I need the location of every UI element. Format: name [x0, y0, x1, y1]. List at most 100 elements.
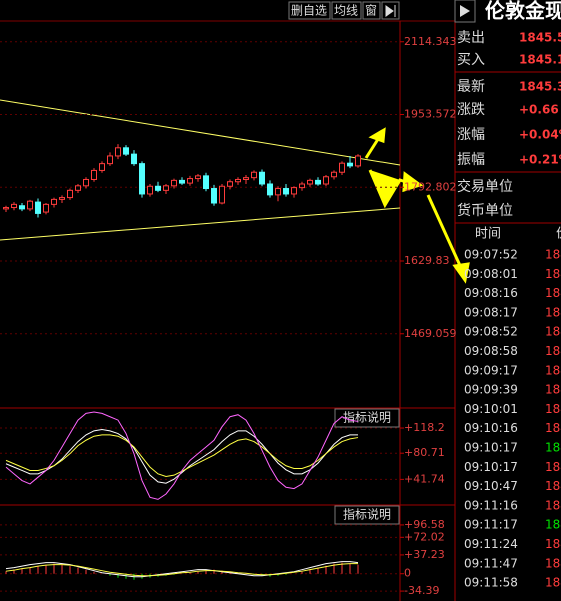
candle-body	[243, 177, 249, 180]
tick-price: 1845.3	[545, 498, 561, 512]
candle-body	[339, 162, 345, 173]
toolbar-button[interactable]	[362, 1, 381, 20]
candle-body	[3, 207, 9, 210]
toolbar-label[interactable]: 删自选	[291, 4, 327, 18]
tick-time: 09:10:01	[464, 402, 518, 416]
tick-price: 1845.3	[545, 421, 561, 435]
y-tick-label: 1469.059	[404, 327, 457, 340]
tick-time: 09:09:39	[464, 383, 518, 397]
quote-label: 振幅	[457, 152, 485, 168]
tick-price: 1845.3	[545, 363, 561, 377]
y-tick-label: +80.71	[404, 446, 445, 459]
tick-time: 09:08:17	[464, 305, 518, 319]
tick-time: 09:09:17	[464, 363, 518, 377]
tick-time: 09:11:24	[464, 537, 518, 551]
arrow-head	[402, 171, 424, 193]
candle-body	[299, 183, 305, 189]
indicator-button-label[interactable]: 指标说明	[343, 410, 391, 425]
tick-time: 09:11:17	[464, 518, 518, 532]
quote-value: 1845.32	[519, 80, 561, 94]
candle-body	[83, 178, 89, 187]
candle-body	[35, 201, 41, 214]
quote-label: 最新	[457, 79, 485, 95]
instrument-title: 伦敦金现	[485, 0, 561, 23]
tick-price: 1845.4	[545, 344, 561, 358]
y-tick-label: 1953.572	[404, 108, 457, 121]
tick-header: 价格	[556, 226, 561, 242]
tick-price: 1845.1	[545, 460, 561, 474]
panel-icon-glyph	[460, 5, 470, 17]
quote-label: 货币单位	[457, 202, 513, 219]
indicator-button[interactable]	[334, 505, 400, 525]
candle-body	[43, 203, 49, 213]
candle-body	[123, 147, 129, 155]
candle-body	[315, 179, 321, 185]
candle-body	[251, 171, 257, 179]
candle-body	[347, 162, 353, 167]
tick-time: 09:11:16	[464, 498, 518, 512]
candle-body	[235, 178, 241, 183]
candle-body	[91, 169, 97, 180]
tick-time: 09:11:58	[464, 576, 518, 590]
candle-body	[227, 181, 233, 187]
candle-body	[75, 185, 81, 191]
indicator-line	[5, 428, 358, 484]
y-tick-label: 1629.83	[404, 254, 450, 267]
candle-body	[355, 155, 361, 167]
y-tick-label: 1792.802	[404, 180, 457, 193]
tick-price: 1845.2	[545, 479, 561, 493]
candle-body	[283, 188, 289, 195]
tick-time: 09:08:52	[464, 325, 518, 339]
toolbar-button[interactable]	[288, 1, 331, 20]
candle-body	[187, 178, 193, 184]
quote-label: 涨幅	[457, 127, 485, 143]
indicator-button-label[interactable]: 指标说明	[343, 507, 391, 522]
y-tick-label: -34.39	[404, 584, 439, 597]
candle-body	[203, 175, 209, 190]
y-tick-label: +41.74	[404, 472, 445, 485]
candle-body	[331, 171, 337, 178]
candle-body	[195, 175, 201, 180]
tick-header: 时间	[475, 227, 501, 242]
tick-price: 1845.3	[545, 556, 561, 570]
y-tick-label: 2114.343	[404, 35, 457, 48]
candle-body	[19, 205, 25, 210]
candle-body	[155, 185, 161, 191]
candle-body	[307, 179, 313, 185]
quote-label: 买入	[457, 52, 485, 68]
indicator-line	[5, 561, 359, 578]
quote-label: 卖出	[457, 30, 485, 46]
candle-body	[67, 189, 73, 199]
tick-price: 1845.2	[545, 537, 561, 551]
candle-body	[99, 163, 105, 171]
tick-price: 1845.4	[545, 305, 561, 319]
quote-label: 交易单位	[457, 178, 513, 195]
indicator-line	[5, 563, 358, 577]
tick-time: 09:10:47	[464, 479, 518, 493]
expand-icon	[385, 5, 396, 17]
candle-body	[107, 155, 113, 165]
candle-body	[131, 153, 137, 165]
tick-price: 1845.5	[545, 325, 561, 339]
annotation-arrows	[364, 127, 470, 284]
candle-body	[211, 188, 217, 204]
tick-time: 09:10:16	[464, 421, 518, 435]
toolbar-button[interactable]	[331, 1, 362, 20]
toolbar-label[interactable]: 均线	[334, 4, 358, 18]
candle-body	[275, 188, 281, 196]
candle-body	[139, 163, 145, 195]
tick-time: 09:11:47	[464, 556, 518, 570]
tick-price: 1845.3	[545, 267, 561, 281]
candle-body	[163, 185, 169, 191]
tick-price: 1845.3	[545, 576, 561, 590]
y-tick-label: +72.02	[404, 530, 445, 543]
toolbar-label[interactable]: 窗	[365, 4, 377, 18]
candle-body	[27, 200, 33, 210]
tick-time: 09:08:58	[464, 344, 518, 358]
tick-time: 09:08:01	[464, 267, 518, 281]
candle-body	[179, 179, 185, 184]
indicator-button[interactable]	[334, 408, 400, 428]
indicator-line	[5, 411, 359, 500]
quote-value: 1845.12	[519, 53, 561, 67]
